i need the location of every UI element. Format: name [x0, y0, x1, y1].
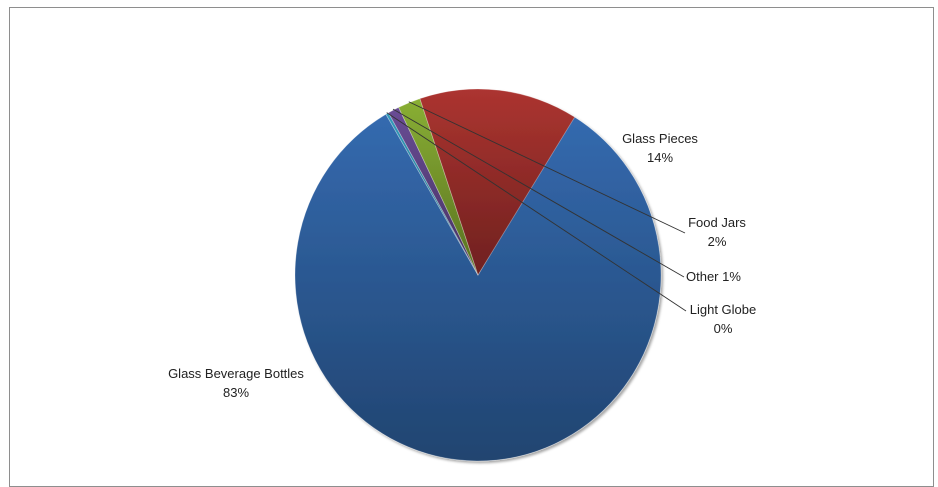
leader-line-other	[392, 108, 685, 278]
leader-line-light-globe	[386, 112, 687, 312]
slice-label-food-jars: Food Jars	[688, 215, 746, 230]
leader-line-food-jars	[408, 101, 686, 234]
pie-slice-glass-pieces	[419, 88, 576, 276]
slice-label-glass-beverage-bottles: Glass Beverage Bottles	[168, 366, 304, 381]
slice-value-label-food-jars: 2%	[708, 234, 727, 249]
leader-lines	[386, 101, 687, 312]
slice-label-other: Other 1%	[686, 269, 741, 284]
pie-slice-glass-beverage-bottles	[294, 113, 662, 462]
pie-slices	[294, 88, 662, 462]
slice-label-glass-pieces: Glass Pieces	[622, 131, 698, 146]
slice-value-label-glass-pieces: 14%	[647, 150, 673, 165]
slice-label-light-globe: Light Globe	[690, 302, 757, 317]
slice-labels: Glass Beverage Bottles 83% Glass Pieces 14%…	[168, 131, 756, 400]
slice-value-label-light-globe: 0%	[714, 321, 733, 336]
slice-value-label-glass-beverage-bottles: 83%	[223, 385, 249, 400]
